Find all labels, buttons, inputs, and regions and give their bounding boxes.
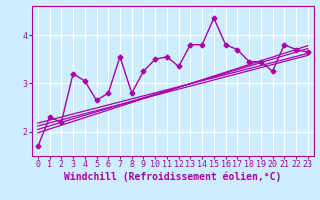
- X-axis label: Windchill (Refroidissement éolien,°C): Windchill (Refroidissement éolien,°C): [64, 172, 282, 182]
